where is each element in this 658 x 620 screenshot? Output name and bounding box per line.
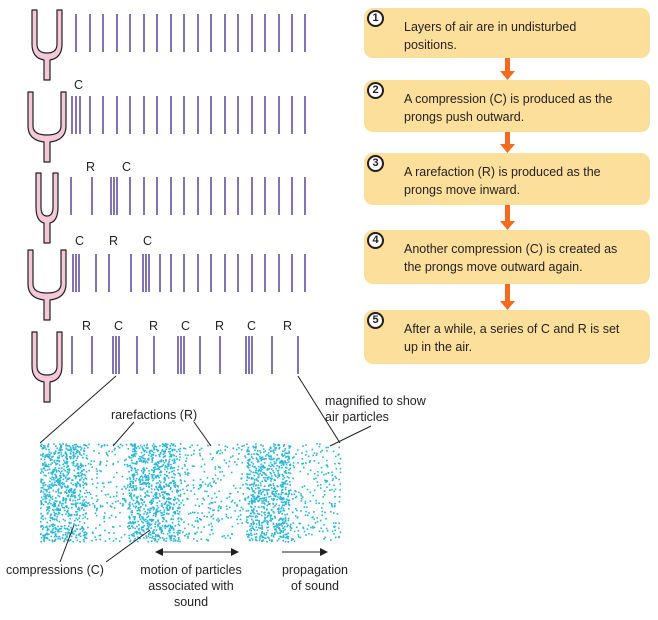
step-text-3: A rarefaction (R) is produced as the pro… bbox=[404, 165, 601, 197]
step-arrow-shaft bbox=[505, 284, 510, 302]
row-5-letter: R bbox=[82, 319, 92, 333]
magnified-label: magnified to show air particles bbox=[325, 394, 426, 424]
propagation-arrow-head bbox=[320, 548, 328, 556]
pointer-lines bbox=[39, 375, 372, 563]
tuning-forks bbox=[27, 9, 67, 403]
motion-arrow-left-head bbox=[155, 548, 163, 556]
row-4-letter: R bbox=[109, 234, 119, 248]
tuning-fork-3 bbox=[35, 172, 59, 244]
compressions-label: compressions (C) bbox=[6, 563, 104, 577]
step-number-2: 2 bbox=[367, 82, 384, 99]
row-5-letter: C bbox=[114, 319, 124, 333]
step-text-2: A compression (C) is produced as the pro… bbox=[404, 92, 613, 124]
row-5-letter: R bbox=[283, 319, 293, 333]
row-5-letter: R bbox=[149, 319, 159, 333]
magnified-pointer bbox=[329, 425, 372, 447]
row-5-letter: R bbox=[215, 319, 225, 333]
step-text-1: Layers of air are in undisturbed positio… bbox=[404, 20, 577, 52]
step-arrow-shaft bbox=[505, 58, 510, 72]
step-arrows bbox=[500, 58, 515, 310]
rarefaction-pointer-left bbox=[112, 421, 135, 447]
row-5-letter: C bbox=[247, 319, 257, 333]
compression-pointer-right bbox=[105, 529, 151, 563]
step-number-1: 1 bbox=[367, 10, 384, 27]
tuning-fork-5 bbox=[31, 331, 63, 403]
step-box-2: 2 A compression (C) is produced as the p… bbox=[364, 80, 650, 132]
step-text-4: Another compression (C) is created as th… bbox=[404, 242, 618, 274]
row-3-letter: R bbox=[86, 160, 96, 174]
step-box-1: 1 Layers of air are in undisturbed posit… bbox=[364, 8, 650, 58]
row-3-letter: C bbox=[122, 160, 132, 174]
compression-pointer-left bbox=[59, 524, 75, 563]
step-arrow-head bbox=[500, 144, 515, 153]
motion-arrow-right-head bbox=[231, 548, 239, 556]
step-arrow-head bbox=[500, 221, 515, 230]
tuning-fork-4 bbox=[27, 249, 67, 321]
air-layers bbox=[70, 14, 306, 374]
step-number-3: 3 bbox=[367, 155, 384, 172]
magnify-line-left bbox=[39, 375, 117, 444]
step-arrow-shaft bbox=[505, 132, 510, 145]
step-text-5: After a while, a series of C and R is se… bbox=[404, 322, 620, 354]
row-2-letter: C bbox=[74, 78, 84, 92]
row-4-letter: C bbox=[75, 234, 85, 248]
step-number-4: 4 bbox=[367, 232, 384, 249]
step-arrow-shaft bbox=[505, 205, 510, 222]
step-number-5: 5 bbox=[367, 312, 384, 329]
step-arrow-head bbox=[500, 301, 515, 310]
step-box-4: 4 Another compression (C) is created as … bbox=[364, 230, 650, 284]
rarefaction-pointer-right bbox=[193, 421, 212, 447]
motion-label: motion of particles associated with soun… bbox=[140, 563, 242, 609]
rarefactions-label: rarefactions (R) bbox=[111, 408, 198, 422]
tuning-fork-1 bbox=[31, 9, 63, 81]
magnify-line-right bbox=[297, 375, 341, 444]
tuning-fork-2 bbox=[27, 91, 67, 163]
step-box-3: 3 A rarefaction (R) is produced as the p… bbox=[364, 153, 650, 205]
step-arrow-head bbox=[500, 71, 515, 80]
propagation-label: propagation of sound bbox=[281, 563, 349, 593]
magnified-air-particles bbox=[40, 443, 342, 543]
row-5-letter: C bbox=[181, 319, 191, 333]
row-4-letter: C bbox=[143, 234, 153, 248]
step-box-5: 5 After a while, a series of C and R is … bbox=[364, 310, 650, 364]
